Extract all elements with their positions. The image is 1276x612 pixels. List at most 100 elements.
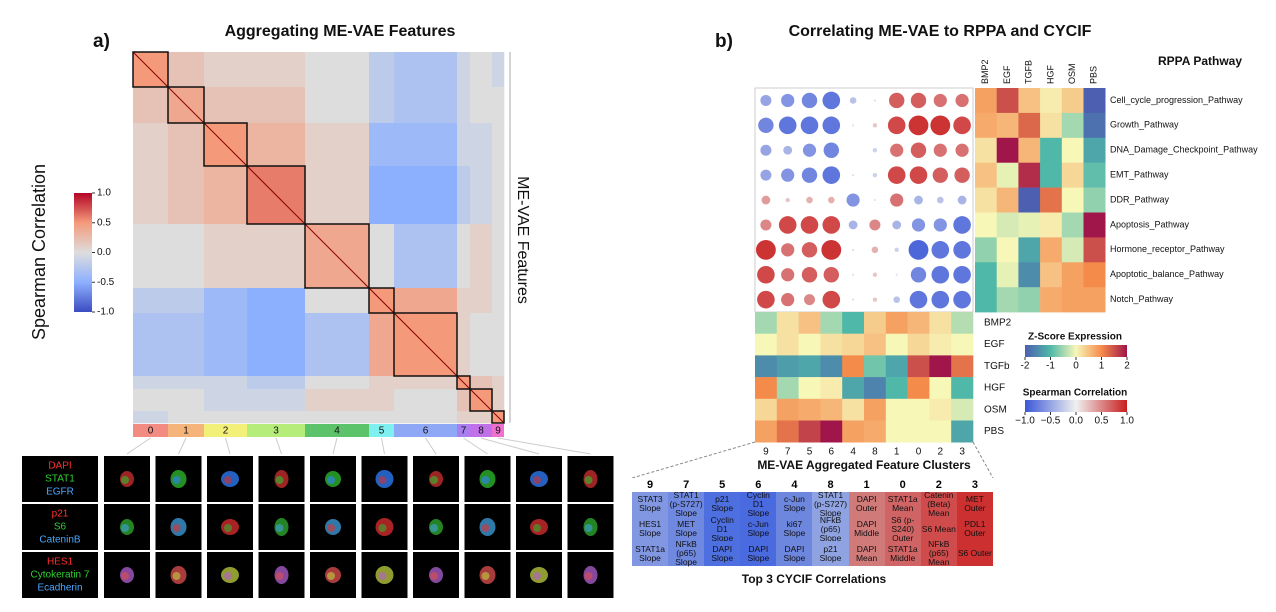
column-label: TGFB <box>1024 60 1034 84</box>
rppa-cell <box>1084 113 1106 138</box>
cell-blob <box>173 524 181 532</box>
zscore-cell <box>929 355 951 377</box>
cluster-label: 9 <box>495 426 501 437</box>
marker-label: EGFR <box>46 487 74 498</box>
correlation-block <box>369 411 394 423</box>
zscore-cell <box>842 312 864 334</box>
row-label: EMT_Pathway <box>1110 170 1169 180</box>
correlation-dot <box>934 144 947 157</box>
row-label: Apoptotic_balance_Pathway <box>1110 269 1224 279</box>
axis-title: ME-VAE Aggregated Feature Clusters <box>757 458 971 472</box>
rppa-cell <box>1040 262 1062 287</box>
zscore-cell <box>777 421 799 443</box>
cluster-link <box>333 438 337 454</box>
correlation-dot <box>932 266 950 284</box>
rppa-cell <box>1084 287 1106 312</box>
panel-label: b) <box>715 31 733 52</box>
column-label: 8 <box>872 447 878 458</box>
correlation-dot <box>934 94 947 107</box>
correlation-dot <box>781 243 794 256</box>
column-label: PBS <box>1089 66 1099 84</box>
column-header: 4 <box>776 478 812 492</box>
correlation-dot <box>873 273 877 277</box>
axis-label: ME-VAE Features <box>514 176 531 304</box>
correlation-dot <box>801 117 819 135</box>
correlation-dot <box>892 221 901 230</box>
rppa-cell <box>1062 213 1084 238</box>
correlation-dot <box>823 216 841 234</box>
correlation-dot <box>852 274 854 276</box>
cell-blob <box>533 572 541 580</box>
correlation-dot <box>888 166 906 184</box>
column-header: 0 <box>885 478 921 492</box>
heatmap-title: RPPA Pathway <box>1158 54 1242 68</box>
correlation-block <box>247 224 305 288</box>
correlation-block <box>492 389 504 411</box>
correlation-block <box>133 376 168 389</box>
correlation-block <box>305 123 369 166</box>
cell-blob <box>585 524 593 532</box>
zscore-cell <box>929 377 951 399</box>
correlation-block <box>247 288 305 313</box>
correlation-block <box>492 376 504 389</box>
table-cell: STAT1a Slope <box>632 541 668 566</box>
correlation-dot <box>756 240 776 260</box>
correlation-dot <box>806 197 813 204</box>
table-cell: c-Jun Slope <box>740 517 776 542</box>
zscore-cell <box>842 399 864 421</box>
correlation-dot <box>823 92 841 110</box>
correlation-dot <box>873 173 877 177</box>
correlation-block <box>133 123 168 166</box>
rppa-cell <box>975 88 997 113</box>
rppa-cell <box>975 113 997 138</box>
correlation-dot <box>849 221 858 230</box>
colorbar-tick-label: 0.5 <box>97 217 111 228</box>
cluster-label: 4 <box>334 426 340 437</box>
correlation-dot <box>932 291 950 309</box>
correlation-block <box>204 376 247 389</box>
correlation-dot <box>803 144 816 157</box>
correlation-block <box>168 52 204 87</box>
column-label: EGF <box>1002 65 1012 84</box>
rppa-cell <box>975 237 997 262</box>
rppa-cell <box>997 138 1019 163</box>
column-header: 9 <box>632 478 668 492</box>
correlation-dot <box>781 268 794 281</box>
correlation-block <box>247 123 305 166</box>
column-label: OSM <box>1067 63 1077 84</box>
colorbar-tick-label: 1.0 <box>97 188 111 199</box>
correlation-dot <box>874 199 876 201</box>
row-label: Notch_Pathway <box>1110 294 1174 304</box>
zscore-cell <box>777 334 799 356</box>
table-cell: MET Outer <box>957 492 993 517</box>
zscore-cell <box>842 355 864 377</box>
table-cell: c-Jun Slope <box>776 492 812 517</box>
table-cell: NFkB (p65) Mean <box>921 541 957 566</box>
cell-blob <box>121 572 129 580</box>
legend-tick-label: 0 <box>1073 361 1079 372</box>
legend-tick-label: 0.5 <box>1095 416 1109 427</box>
correlation-dot <box>911 267 926 282</box>
table-cell: STAT3 Slope <box>632 492 668 517</box>
correlation-dot <box>757 266 775 284</box>
rppa-cell <box>1018 88 1040 113</box>
zscore-cell <box>755 421 777 443</box>
correlation-block <box>247 376 305 389</box>
cluster-label: 5 <box>379 426 385 437</box>
table-title: Top 3 CYCIF Correlations <box>742 572 887 586</box>
correlation-dot <box>802 167 817 182</box>
table-cell: NFkB (p65) Slope <box>812 517 848 542</box>
correlation-block <box>369 52 394 87</box>
row-label: Hormone_receptor_Pathway <box>1110 244 1225 254</box>
cluster-label: 3 <box>273 426 279 437</box>
colorbar-title: Spearman Correlation <box>29 164 49 340</box>
column-header: 1 <box>849 478 885 492</box>
rppa-cell <box>1040 188 1062 213</box>
correlation-block <box>394 376 457 389</box>
correlation-dot <box>758 118 773 133</box>
table-cell: MET Slope <box>668 517 704 542</box>
cell-blob <box>533 524 541 532</box>
zscore-cell <box>886 377 908 399</box>
connector <box>632 442 755 478</box>
correlation-dot <box>912 218 925 231</box>
